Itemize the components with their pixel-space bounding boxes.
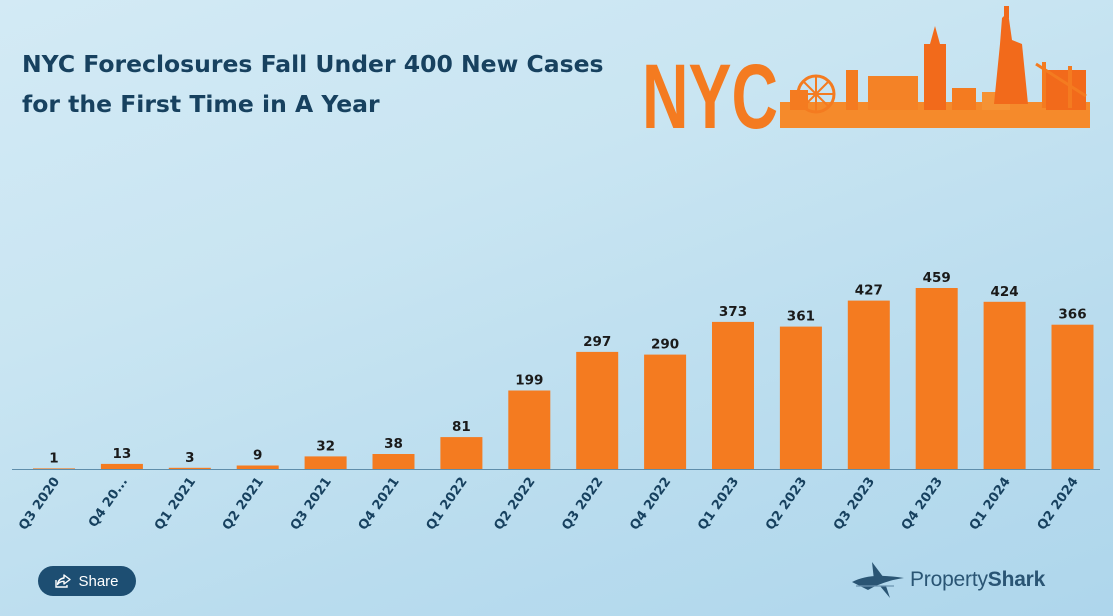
x-tick-label-14: Q1 2024 [967, 475, 1014, 533]
data-label-0: 1 [49, 450, 58, 466]
data-label-3: 9 [253, 448, 262, 464]
x-tick-label-11: Q2 2023 [763, 475, 810, 533]
x-tick-label-3: Q2 2021 [220, 475, 267, 533]
bar-13 [915, 288, 958, 469]
x-tick-label-12: Q3 2023 [831, 475, 878, 533]
x-tick-label-8: Q3 2022 [559, 475, 606, 533]
x-tick-label-1: Q4 20... [86, 475, 131, 531]
x-tick-label-2: Q1 2021 [152, 475, 199, 533]
share-label: Share [78, 572, 119, 590]
data-label-7: 199 [515, 373, 543, 389]
data-label-11: 361 [787, 309, 815, 325]
data-label-8: 297 [583, 334, 611, 350]
propertyshark-logo[interactable]: PropertyShark [850, 558, 1045, 602]
bar-1 [100, 463, 143, 469]
bar-2 [168, 467, 211, 469]
brand-name: PropertyShark [910, 568, 1045, 592]
data-label-12: 427 [855, 283, 883, 299]
x-tick-label-0: Q3 2020 [16, 475, 63, 533]
bar-3 [236, 465, 279, 469]
bar-10 [712, 321, 754, 469]
data-label-2: 3 [185, 450, 194, 466]
x-tick-label-5: Q4 2021 [356, 475, 403, 533]
share-button[interactable]: Share [38, 566, 136, 596]
data-label-15: 366 [1058, 307, 1086, 323]
bar-14 [983, 301, 1026, 469]
data-label-10: 373 [719, 304, 747, 320]
data-label-5: 38 [384, 436, 403, 452]
x-tick-label-9: Q4 2022 [627, 475, 674, 533]
brand-name-part-2: Shark [987, 568, 1046, 591]
bar-8 [576, 351, 619, 469]
data-label-6: 81 [452, 419, 471, 435]
nyc-skyline-logo: NYC [642, 6, 1090, 132]
bar-5 [372, 454, 415, 469]
bar-7 [508, 390, 551, 469]
bar-9 [644, 354, 687, 469]
chart-title: NYC Foreclosures Fall Under 400 New Case… [22, 44, 622, 124]
chart-title-line-1: NYC Foreclosures Fall Under 400 New Case… [22, 50, 604, 78]
bar-0 [33, 468, 75, 469]
bar-6 [440, 437, 483, 469]
x-tick-label-7: Q2 2022 [491, 475, 538, 533]
data-label-4: 32 [316, 438, 335, 454]
x-tick-label-4: Q3 2021 [288, 475, 335, 533]
data-label-13: 459 [923, 270, 951, 286]
bar-4 [304, 456, 347, 469]
share-icon [55, 574, 72, 588]
data-label-9: 290 [651, 337, 679, 353]
bar-15 [1051, 324, 1094, 469]
x-tick-label-10: Q1 2023 [695, 475, 742, 533]
brand-name-part-1: Property [910, 568, 988, 591]
shark-logo-icon [852, 562, 904, 598]
logo-text: NYC [642, 46, 778, 132]
chart-title-line-2: for the First Time in A Year [22, 90, 380, 118]
bar-11 [779, 326, 822, 469]
data-label-14: 424 [991, 284, 1019, 300]
x-tick-label-15: Q2 2024 [1035, 475, 1082, 533]
x-tick-label-13: Q4 2023 [899, 475, 946, 533]
bar-12 [847, 300, 890, 469]
data-label-1: 13 [113, 446, 132, 462]
x-tick-label-6: Q1 2022 [424, 475, 471, 533]
